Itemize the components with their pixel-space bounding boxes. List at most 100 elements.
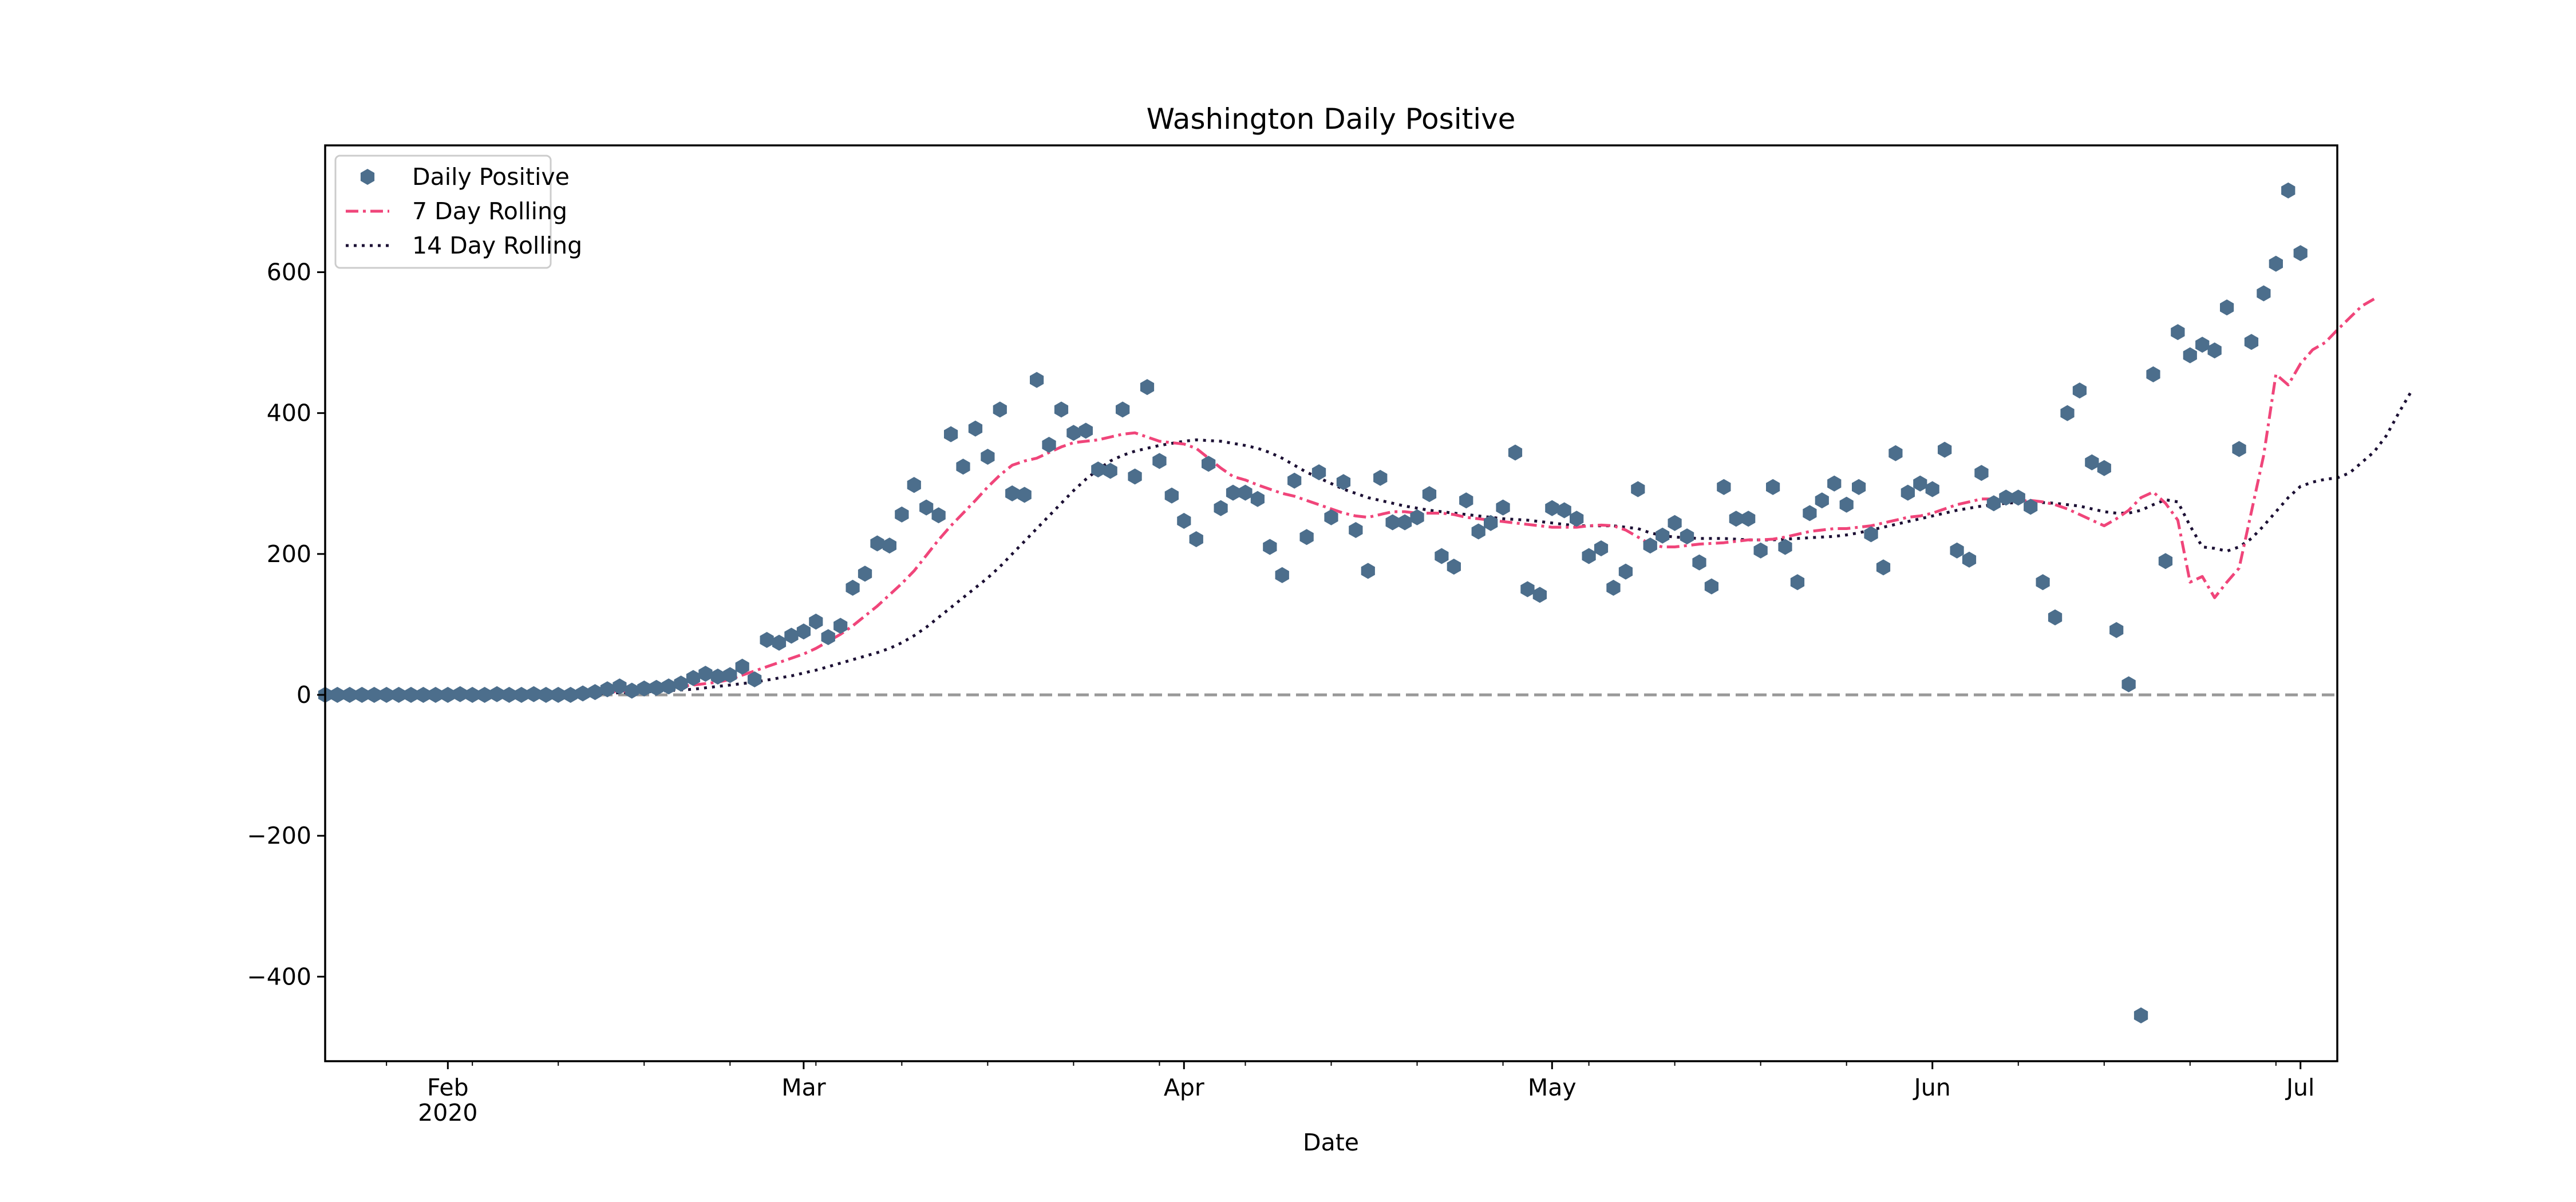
legend-label-daily-positive: Daily Positive	[412, 163, 570, 191]
data-point-daily-positive	[2257, 285, 2271, 302]
data-point-daily-positive	[1263, 539, 1277, 555]
data-point-daily-positive	[502, 687, 516, 703]
data-point-daily-positive	[2097, 460, 2111, 476]
data-point-daily-positive	[1888, 445, 1903, 461]
data-point-daily-positive	[551, 687, 566, 703]
data-point-daily-positive	[1570, 511, 1584, 527]
data-point-daily-positive	[1152, 453, 1167, 469]
data-point-daily-positive	[330, 687, 345, 703]
data-point-daily-positive	[1422, 486, 1437, 503]
data-point-daily-positive	[1778, 539, 1792, 555]
data-point-daily-positive	[625, 682, 639, 699]
data-point-daily-positive	[2072, 382, 2087, 399]
data-point-daily-positive	[1557, 502, 1571, 519]
data-point-daily-positive	[821, 629, 835, 646]
data-point-daily-positive	[956, 458, 970, 475]
data-point-daily-positive	[1373, 469, 1388, 486]
data-point-daily-positive	[2220, 299, 2234, 316]
data-point-daily-positive	[748, 671, 762, 687]
data-point-daily-positive	[527, 686, 541, 702]
data-point-daily-positive	[1606, 579, 1621, 596]
data-point-daily-positive	[735, 658, 749, 675]
data-point-daily-positive	[809, 614, 823, 630]
data-point-daily-positive	[2109, 622, 2124, 638]
data-point-daily-positive	[1839, 496, 1854, 513]
data-point-daily-positive	[392, 687, 406, 703]
data-point-daily-positive	[1103, 462, 1117, 479]
x-tick-label: Jul	[2285, 1074, 2314, 1101]
legend-box	[334, 155, 552, 269]
data-point-daily-positive	[2158, 553, 2173, 570]
data-point-daily-positive	[1692, 554, 1706, 571]
data-point-daily-positive	[2085, 454, 2099, 470]
data-point-daily-positive	[2207, 342, 2222, 359]
line-7-day-rolling	[448, 298, 2375, 697]
data-point-daily-positive	[1925, 481, 1939, 497]
data-point-daily-positive	[1741, 511, 1756, 527]
data-point-daily-positive	[1582, 548, 1596, 564]
data-point-daily-positive	[2281, 182, 2296, 199]
data-point-daily-positive	[1950, 542, 1964, 559]
data-point-daily-positive	[760, 632, 774, 648]
legend-label-14-day-rolling: 14 Day Rolling	[412, 232, 582, 259]
legend-label-7-day-rolling: 7 Day Rolling	[412, 197, 567, 225]
data-point-daily-positive	[1864, 526, 1878, 543]
data-point-daily-positive	[723, 667, 737, 683]
data-point-daily-positive	[649, 679, 663, 696]
y-axis: −400 −200 0 200 400 600	[247, 259, 325, 990]
data-point-daily-positive	[1545, 500, 1559, 516]
data-point-daily-positive	[846, 579, 860, 596]
data-point-daily-positive	[1435, 548, 1449, 564]
x-axis-label: Date	[1303, 1129, 1359, 1156]
data-point-daily-positive	[2048, 609, 2063, 626]
data-point-daily-positive	[380, 687, 394, 703]
data-point-daily-positive	[1410, 509, 1424, 525]
data-point-daily-positive	[1962, 551, 1977, 568]
data-point-daily-positive	[1913, 475, 1927, 492]
data-point-daily-positive	[1336, 474, 1351, 491]
data-point-daily-positive	[514, 687, 529, 703]
x-tick-label: Mar	[781, 1074, 825, 1101]
data-point-daily-positive	[1078, 422, 1093, 439]
data-point-daily-positive	[1484, 515, 1498, 531]
plot-area	[318, 182, 2412, 1023]
data-point-daily-positive	[1250, 491, 1265, 507]
data-point-daily-positive	[613, 678, 627, 695]
data-point-daily-positive	[428, 687, 442, 703]
data-point-daily-positive	[477, 687, 492, 703]
y-tick-label: −400	[247, 963, 311, 990]
x-tick-label: Feb	[427, 1074, 469, 1101]
data-point-daily-positive	[1091, 461, 1105, 478]
data-point-daily-positive	[1275, 567, 1289, 583]
data-point-daily-positive	[895, 506, 909, 523]
data-point-daily-positive	[588, 684, 602, 701]
data-point-daily-positive	[1030, 371, 1044, 388]
data-point-daily-positive	[1361, 563, 1375, 579]
data-point-daily-positive	[993, 401, 1007, 418]
data-point-daily-positive	[1447, 559, 1461, 575]
data-point-daily-positive	[1054, 401, 1069, 418]
data-point-daily-positive	[931, 507, 946, 524]
data-point-daily-positive	[1226, 484, 1240, 501]
data-point-daily-positive	[968, 420, 983, 437]
series-7-day-rolling	[448, 298, 2375, 697]
y-tick-label: 200	[267, 540, 311, 568]
legend-marker-daily-positive	[360, 169, 375, 185]
data-point-daily-positive	[1631, 481, 1645, 497]
legend-hexagon-icon	[360, 169, 375, 185]
data-point-daily-positive	[1986, 495, 2001, 512]
data-point-daily-positive	[1214, 500, 1228, 516]
data-point-daily-positive	[2195, 337, 2210, 353]
data-point-daily-positive	[2232, 441, 2246, 457]
data-point-daily-positive	[1005, 485, 1020, 501]
data-point-daily-positive	[907, 477, 921, 493]
data-point-daily-positive	[441, 687, 455, 703]
data-point-daily-positive	[698, 666, 713, 682]
data-point-daily-positive	[2293, 245, 2308, 262]
data-point-daily-positive	[342, 687, 357, 703]
data-point-daily-positive	[2269, 255, 2283, 272]
x-tick-year-label: 2020	[418, 1099, 477, 1126]
data-point-daily-positive	[489, 686, 504, 702]
data-point-daily-positive	[1164, 487, 1179, 504]
